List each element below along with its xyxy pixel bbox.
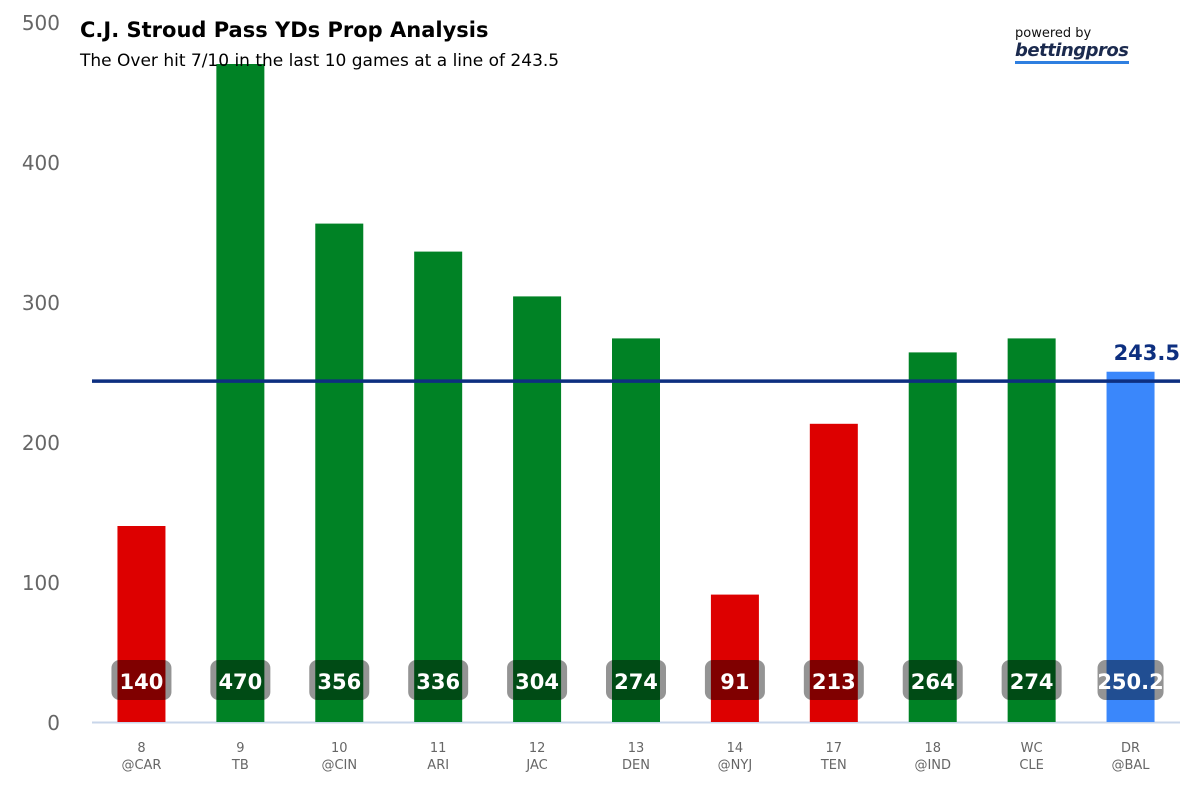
data-label-box	[1001, 660, 1062, 700]
data-label-box	[704, 660, 765, 700]
bar-11-ARI	[414, 251, 463, 722]
data-label: 470	[218, 670, 262, 694]
bar-9-TB	[216, 64, 265, 722]
powered-by-text: powered by	[1015, 26, 1092, 41]
bar-18-@IND	[908, 352, 957, 722]
chart-title: C.J. Stroud Pass YDs Prop Analysis	[80, 18, 489, 42]
data-label-box	[309, 660, 370, 700]
x-tick-label-top: 8	[137, 741, 145, 756]
bar-DR-@BAL	[1106, 371, 1155, 722]
data-label: 91	[720, 670, 749, 694]
y-tick-label: 500	[22, 11, 60, 35]
data-label-box	[408, 660, 469, 700]
data-label: 304	[515, 670, 559, 694]
data-label-box	[606, 660, 666, 700]
y-tick-label: 100	[22, 571, 60, 595]
x-tick-label-bottom: CLE	[1019, 758, 1044, 773]
x-tick-label-top: 14	[727, 741, 744, 756]
x-tick-label-top: 9	[236, 741, 244, 756]
data-label-box	[803, 660, 864, 700]
data-label-box	[902, 660, 963, 700]
data-label: 274	[1010, 670, 1054, 694]
x-tick-label-bottom: @NYJ	[718, 758, 753, 773]
bar-8-@CAR	[117, 526, 166, 722]
y-tick-label: 0	[47, 711, 60, 735]
x-tick-label-top: WC	[1021, 741, 1043, 756]
x-tick-label-bottom: @IND	[914, 758, 951, 773]
data-label: 140	[120, 670, 164, 694]
data-label-box	[111, 660, 172, 700]
data-label-box	[1097, 660, 1164, 700]
data-label: 336	[416, 670, 460, 694]
x-tick-label-bottom: TB	[231, 758, 249, 773]
bar-17-TEN	[809, 423, 858, 722]
x-tick-label-top: 13	[628, 741, 645, 756]
bar-10-@CIN	[315, 223, 364, 722]
data-label: 356	[317, 670, 361, 694]
prop-line-label: 243.5	[1114, 341, 1180, 365]
x-tick-label-top: 18	[924, 741, 941, 756]
y-tick-label: 300	[22, 291, 60, 315]
x-tick-label-top: 10	[331, 741, 348, 756]
x-tick-label-top: 17	[826, 741, 843, 756]
x-tick-label-top: 12	[529, 741, 546, 756]
x-tick-label-bottom: JAC	[525, 758, 547, 773]
data-label-box	[210, 660, 271, 700]
x-tick-label-bottom: TEN	[820, 758, 847, 773]
chart-subtitle: The Over hit 7/10 in the last 10 games a…	[80, 51, 560, 71]
logo-text: bettingpros	[1015, 41, 1129, 64]
x-tick-label-bottom: @BAL	[1112, 758, 1151, 773]
bar-WC-CLE	[1007, 338, 1056, 722]
x-tick-label-top: DR	[1121, 741, 1140, 756]
data-label: 274	[614, 670, 658, 694]
bar-13-DEN	[612, 338, 660, 722]
x-tick-label-bottom: @CAR	[121, 758, 161, 773]
y-tick-label: 200	[22, 431, 60, 455]
x-tick-label-top: 11	[430, 741, 447, 756]
y-tick-label: 400	[22, 151, 60, 175]
data-label: 213	[812, 670, 856, 694]
bar-12-JAC	[513, 296, 562, 722]
data-label-box	[507, 660, 568, 700]
data-label: 250.2	[1097, 670, 1163, 694]
bar-14-@NYJ	[710, 594, 759, 722]
x-tick-label-bottom: DEN	[622, 758, 650, 773]
x-tick-label-bottom: @CIN	[321, 758, 357, 773]
data-label: 264	[911, 670, 955, 694]
x-tick-label-bottom: ARI	[427, 758, 449, 773]
bettingpros-logo: powered by bettingpros	[1015, 26, 1129, 64]
